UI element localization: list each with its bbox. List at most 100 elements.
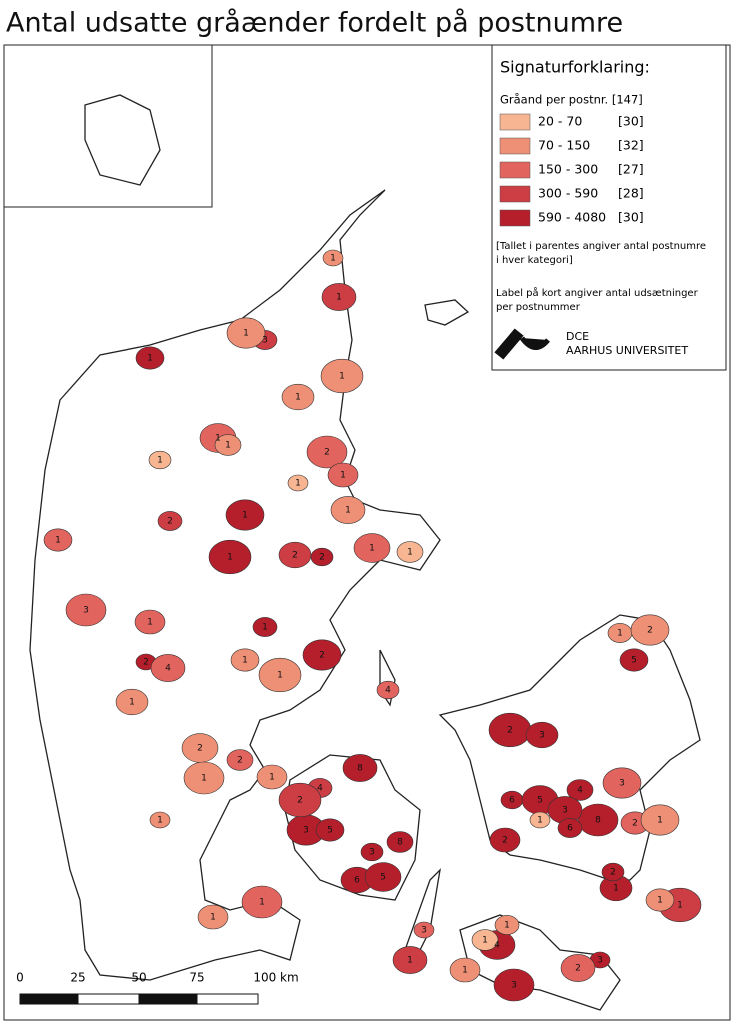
region <box>183 761 225 795</box>
region-label: 1 <box>210 913 216 923</box>
scale-segment <box>138 993 198 1005</box>
region <box>230 648 260 672</box>
region <box>560 954 596 982</box>
region-label: 1 <box>339 372 345 382</box>
region-label: 3 <box>539 731 545 741</box>
region-label: 1 <box>657 896 663 906</box>
region <box>258 657 302 693</box>
island <box>424 299 470 326</box>
region <box>320 358 364 394</box>
region <box>376 680 400 700</box>
legend-range: 300 - 590 <box>538 186 598 201</box>
region <box>278 782 322 818</box>
region-label: 1 <box>340 471 346 481</box>
region-label: 1 <box>277 671 283 681</box>
region-label: 1 <box>269 773 275 783</box>
region <box>226 317 266 349</box>
region-label: 2 <box>319 553 325 563</box>
region-label: 1 <box>345 506 351 516</box>
scale-label: 0 <box>16 971 24 985</box>
region-label: 2 <box>237 756 243 766</box>
region <box>360 842 384 862</box>
legend-swatch <box>499 161 531 179</box>
legend-count: [32] <box>618 138 644 153</box>
region <box>310 547 334 567</box>
region <box>208 539 252 575</box>
region <box>619 648 649 672</box>
region <box>281 383 315 411</box>
legend-count: [27] <box>618 162 644 177</box>
region <box>225 499 265 531</box>
logo-text: DCE <box>566 330 589 343</box>
region <box>256 764 288 790</box>
logo-text: AARHUS UNIVERSITET <box>566 344 688 357</box>
region-label: 6 <box>509 796 515 806</box>
region <box>557 818 583 838</box>
region <box>386 831 414 853</box>
region <box>494 915 520 935</box>
region-label: 5 <box>380 873 386 883</box>
region-label: 2 <box>632 819 638 829</box>
region-label: 2 <box>197 744 203 754</box>
region-label: 8 <box>397 838 403 848</box>
region-label: 1 <box>147 618 153 628</box>
region-label: 1 <box>227 553 233 563</box>
region <box>322 249 344 267</box>
scale-bar: 0 25 50 75 100 km <box>16 971 299 1005</box>
legend-range: 150 - 300 <box>538 162 598 177</box>
scale-label: 100 km <box>253 971 298 985</box>
region-label: 2 <box>143 658 149 668</box>
legend-note: Label på kort angiver antal udsætninger <box>496 286 699 299</box>
region <box>489 827 521 853</box>
legend-swatch <box>499 137 531 155</box>
legend-range: 20 - 70 <box>538 114 582 129</box>
scale-segment <box>196 993 259 1005</box>
region-label: 2 <box>297 796 303 806</box>
region-label: 1 <box>201 774 207 784</box>
region <box>601 862 625 882</box>
region <box>493 968 535 1002</box>
region-label: 3 <box>597 956 603 966</box>
region-label: 1 <box>259 898 265 908</box>
region <box>252 617 278 637</box>
region <box>449 957 481 983</box>
region-label: 2 <box>575 964 581 974</box>
region <box>306 435 348 469</box>
region <box>471 929 499 951</box>
region <box>645 888 675 912</box>
region-label: 4 <box>494 941 500 951</box>
region-label: 4 <box>577 786 583 796</box>
region-label: 2 <box>167 517 173 527</box>
region <box>287 474 309 492</box>
region-label: 1 <box>617 629 623 639</box>
region-label: 1 <box>295 479 301 489</box>
region-label: 1 <box>157 456 163 466</box>
region-label: 5 <box>327 826 333 836</box>
region-label: 2 <box>610 868 616 878</box>
region <box>342 754 378 782</box>
region-label: 4 <box>165 664 171 674</box>
region-label: 6 <box>354 876 360 886</box>
region <box>602 767 642 799</box>
legend-range: 590 - 4080 <box>538 210 606 225</box>
region <box>413 921 435 939</box>
scale-label: 75 <box>189 971 204 985</box>
region <box>135 346 165 370</box>
region-label: 1 <box>482 936 488 946</box>
region-label: 2 <box>292 551 298 561</box>
region-label: 1 <box>243 329 249 339</box>
region-label: 1 <box>657 816 663 826</box>
region-label: 3 <box>262 336 268 346</box>
regions <box>43 249 702 1002</box>
region-label: 6 <box>567 824 573 834</box>
legend-count: [30] <box>618 114 644 129</box>
region <box>577 803 619 837</box>
scale-label: 50 <box>131 971 146 985</box>
region <box>566 779 594 801</box>
region-label: 1 <box>336 293 342 303</box>
region-label: 1 <box>330 254 336 264</box>
region-label: 2 <box>647 626 653 636</box>
region-label: 2 <box>502 836 508 846</box>
region <box>115 688 149 716</box>
scale-segment <box>19 993 79 1005</box>
